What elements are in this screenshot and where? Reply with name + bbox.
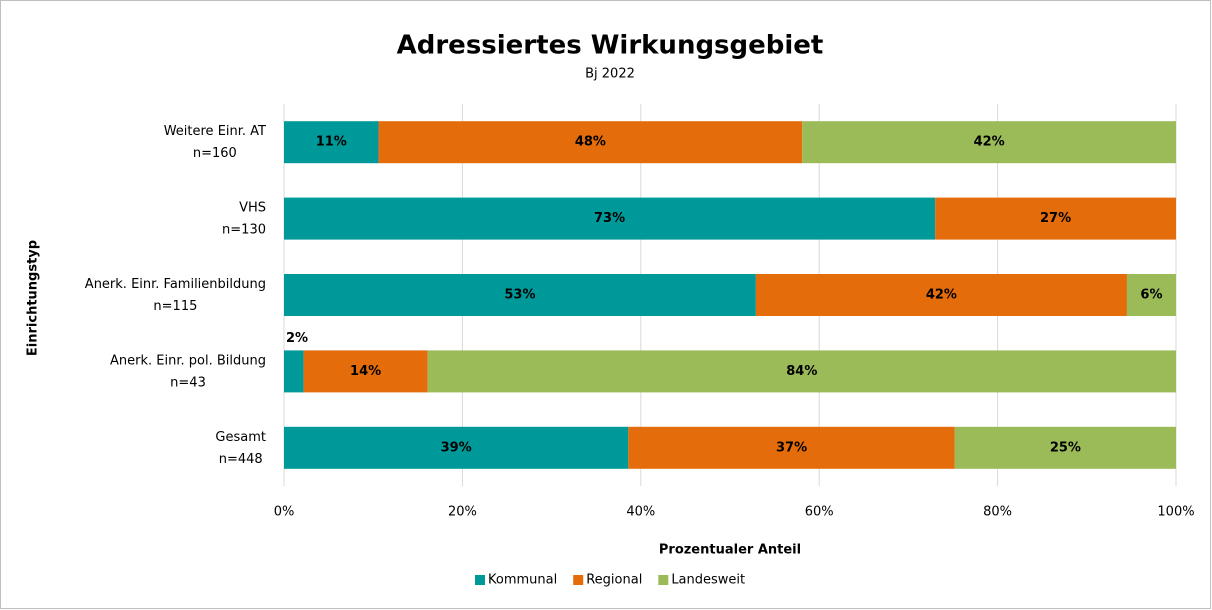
data-label: 25%	[1050, 440, 1081, 455]
bar-segment	[935, 197, 1176, 240]
y-tick-label: Weitere Einr. AT n=160	[164, 124, 266, 161]
bar-segment	[628, 426, 955, 469]
bar-segment	[378, 121, 803, 164]
x-tick-label: 0%	[274, 505, 295, 520]
data-label: 73%	[594, 211, 625, 226]
legend-label: Regional	[586, 573, 642, 588]
data-label: 11%	[316, 135, 347, 150]
data-label: 84%	[786, 364, 817, 379]
bar-segment	[802, 121, 1176, 164]
data-label: 14%	[350, 364, 381, 379]
bar-segment	[427, 350, 1176, 393]
x-tick-label: 100%	[1157, 505, 1194, 520]
x-tick-label: 80%	[983, 505, 1012, 520]
bar-segment	[284, 426, 629, 469]
data-label: 6%	[1140, 288, 1162, 303]
x-tick-label: 20%	[448, 505, 477, 520]
x-axis-title: Prozentualer Anteil	[659, 543, 801, 558]
data-label: 2%	[286, 331, 308, 346]
data-label: 53%	[504, 288, 535, 303]
y-tick-label: Gesamt n=448	[215, 429, 266, 466]
chart-title: Adressiertes Wirkungsgebiet	[397, 31, 824, 61]
legend-label: Landesweit	[671, 573, 745, 588]
y-tick-label: Anerk. Einr. Familienbildung n=115	[85, 277, 266, 314]
chart-subtitle: Bj 2022	[585, 67, 635, 82]
bar-segment	[755, 274, 1127, 316]
data-label: 37%	[776, 440, 807, 455]
data-label: 48%	[575, 135, 606, 150]
bar-segment	[284, 197, 936, 240]
data-label: 27%	[1040, 211, 1071, 226]
y-tick-label: Anerk. Einr. pol. Bildung n=43	[110, 353, 266, 390]
bar-segment	[303, 350, 428, 393]
legend-label: Kommunal	[488, 573, 557, 588]
legend-swatch	[658, 575, 669, 585]
bar-segment	[284, 121, 379, 164]
bar-segment	[954, 426, 1176, 469]
bar-segment	[284, 350, 304, 393]
data-label: 39%	[441, 440, 472, 455]
bar-segment	[284, 274, 756, 316]
y-tick-label: VHS n=130	[222, 200, 266, 237]
y-axis-title: Einrichtungstyp	[26, 240, 41, 356]
data-label: 42%	[974, 135, 1005, 150]
data-label: 42%	[926, 288, 957, 303]
x-tick-label: 60%	[805, 505, 834, 520]
legend-swatch	[573, 575, 584, 585]
bar-segment	[1126, 274, 1176, 316]
x-tick-label: 40%	[626, 505, 655, 520]
legend-swatch	[475, 575, 485, 585]
